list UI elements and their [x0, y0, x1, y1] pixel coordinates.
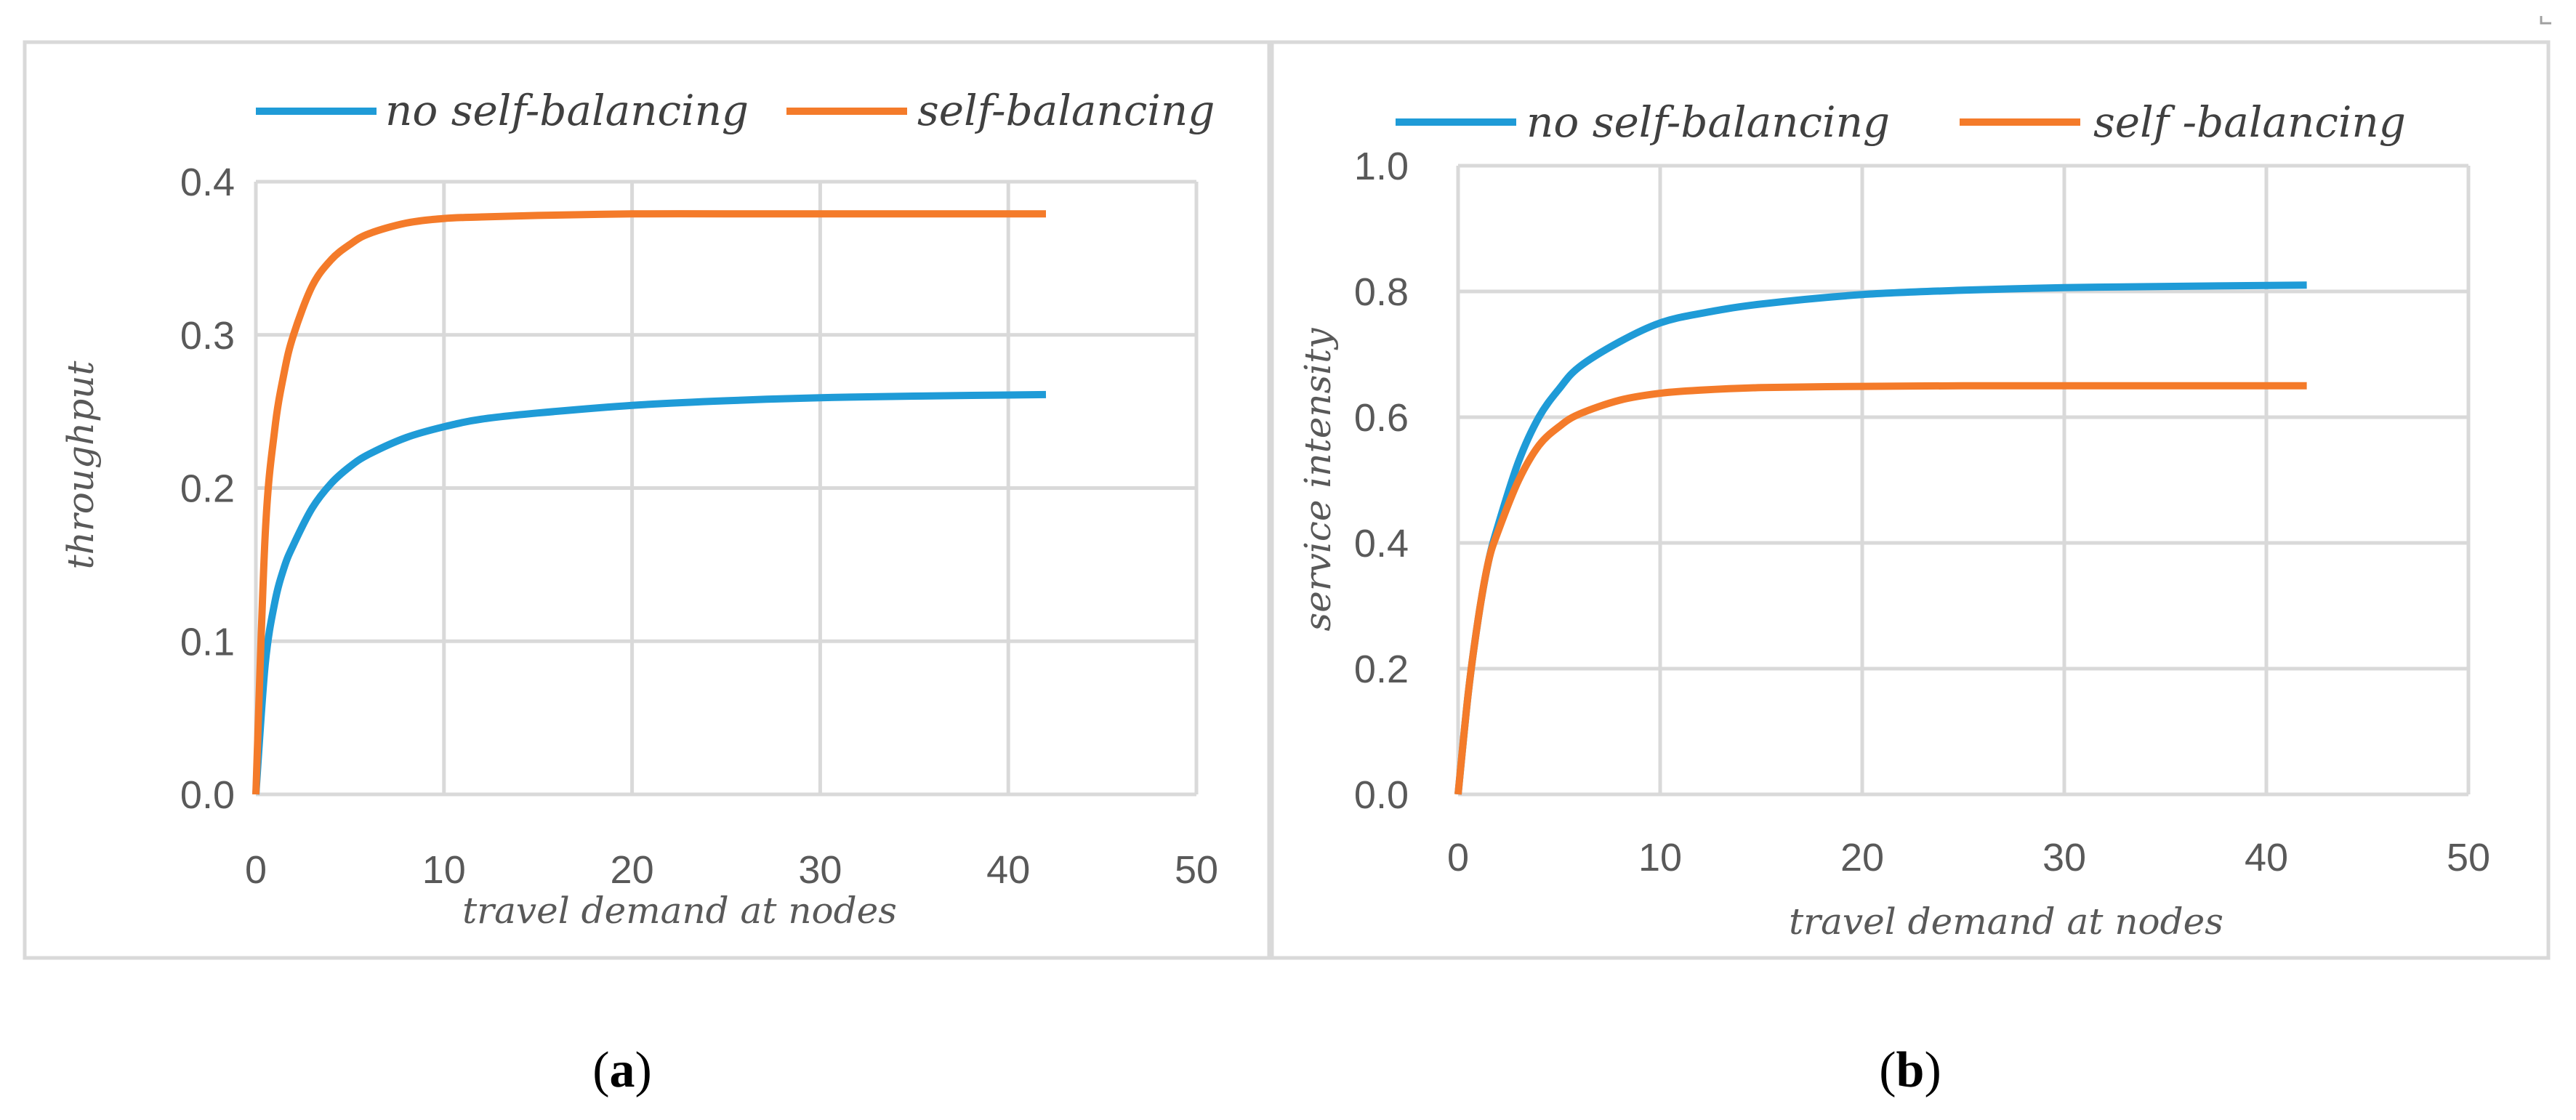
chart-a-y-tick-4: 0.4	[180, 161, 235, 204]
chart-a-legend-label-0: no self-balancing	[385, 86, 749, 135]
caption-a: (a)	[592, 1042, 652, 1098]
chart-b-legend-label-0: no self-balancing	[1526, 97, 1890, 147]
chart-a-series-1-line	[252, 210, 1046, 795]
caption-a-open: (	[592, 1042, 609, 1098]
chart-b-series-0-line	[1454, 281, 2307, 795]
chart-b-series-1-line	[1454, 382, 2307, 795]
chart-a-x-tick-2: 20	[611, 848, 654, 892]
corner-mark	[2540, 16, 2551, 25]
chart-b-frame	[1270, 40, 2551, 960]
chart-b-y-tick-5: 1.0	[1354, 145, 1409, 188]
chart-a-frame	[23, 40, 1271, 960]
chart-a-x-tick-5: 50	[1175, 848, 1218, 892]
caption-b-close: )	[1924, 1042, 1941, 1098]
caption-b-open: (	[1879, 1042, 1896, 1098]
chart-b-x-tick-5: 50	[2447, 836, 2490, 879]
caption-b: (b)	[1879, 1042, 1941, 1098]
chart-b-x-tick-4: 40	[2245, 836, 2288, 879]
chart-a-series-0-line	[252, 390, 1047, 795]
chart-b-x-tick-0: 0	[1447, 836, 1469, 879]
caption-a-letter: a	[610, 1042, 635, 1098]
chart-a-x-tick-4: 40	[986, 848, 1030, 892]
chart-a-x-tick-0: 0	[245, 848, 267, 892]
chart-a-x-tick-1: 10	[422, 848, 466, 892]
chart-b-y-tick-0: 0.0	[1354, 773, 1409, 817]
chart-a-y-tick-3: 0.3	[180, 314, 235, 358]
chart-a-series	[252, 210, 1047, 795]
chart-b-x-tick-1: 10	[1638, 836, 1682, 879]
chart-a-x-tick-3: 30	[798, 848, 842, 892]
chart-b-ticks: 0 10 20 30 40 50 0.0 0.2 0.4 0.6 0.8 1.0	[1354, 145, 2490, 879]
caption-b-letter: b	[1896, 1042, 1925, 1098]
chart-b-y-tick-3: 0.6	[1354, 396, 1409, 440]
chart-b-x-axis-title: travel demand at nodes	[1789, 901, 2223, 943]
chart-b-legend: no self-balancing self -balancing	[1396, 97, 2406, 147]
chart-b-y-tick-2: 0.4	[1354, 522, 1409, 565]
chart-b-x-tick-2: 20	[1840, 836, 1884, 879]
chart-a-legend-label-1: self-balancing	[917, 86, 1215, 135]
chart-a-x-axis-title: travel demand at nodes	[462, 890, 897, 932]
chart-b-y-tick-1: 0.2	[1354, 648, 1409, 691]
chart-b-series	[1454, 281, 2307, 795]
chart-a-legend: no self-balancing self-balancing	[256, 86, 1215, 135]
chart-a-y-tick-0: 0.0	[180, 773, 235, 817]
chart-b-y-axis-title: service intensity	[1297, 328, 1339, 632]
chart-b-gridlines	[1456, 164, 2471, 797]
chart-b-legend-label-1: self -balancing	[2093, 97, 2406, 147]
chart-a-y-tick-2: 0.2	[180, 467, 235, 511]
chart-a-ticks: 0 10 20 30 40 50 0.0 0.1 0.2 0.3 0.4	[180, 161, 1218, 892]
chart-a-gridlines	[254, 180, 1199, 797]
chart-b-x-tick-3: 30	[2042, 836, 2086, 879]
caption-a-close: )	[635, 1042, 652, 1098]
chart-b-y-tick-4: 0.8	[1354, 270, 1409, 314]
chart-a-y-axis-title: throughput	[60, 360, 102, 570]
chart-a-y-tick-1: 0.1	[180, 620, 235, 664]
